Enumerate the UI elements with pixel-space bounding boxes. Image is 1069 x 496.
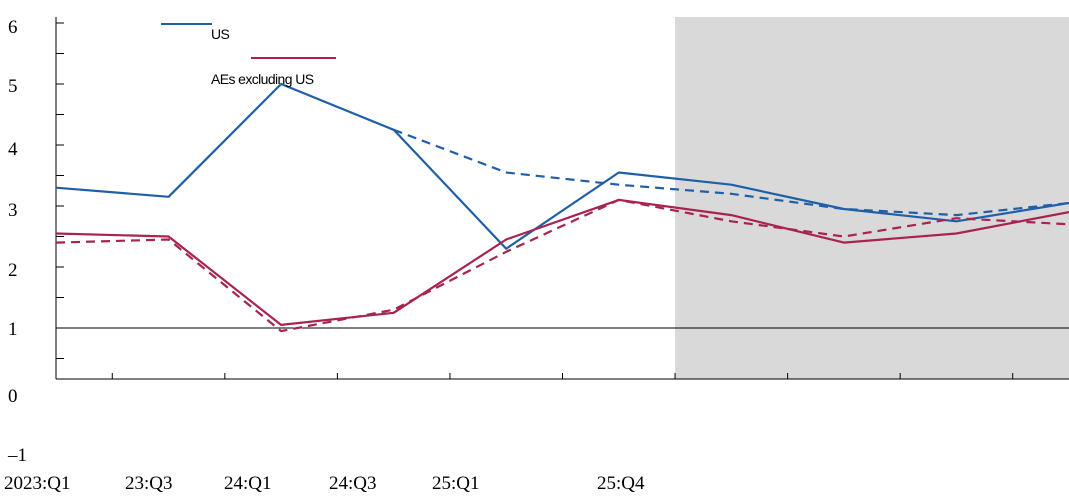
y-tick-label: 4 xyxy=(8,139,18,160)
y-tick-label: –1 xyxy=(7,445,27,466)
us-solid-line xyxy=(55,82,1069,250)
forecast-shaded-region xyxy=(675,17,1069,379)
x-tick-label: 25:Q1 xyxy=(432,473,480,494)
legend-label-aes-excluding-us: AEs excluding US xyxy=(211,71,314,87)
y-tick-label: 5 xyxy=(8,76,18,97)
tick-labels: 6 5 4 3 2 1 0 –1 2023:Q1 23:Q3 24:Q1 24:Q3 25:Q1 25:Q… xyxy=(4,17,645,494)
x-tick-label: 24:Q1 xyxy=(224,473,272,494)
legend: US AEs excluding US xyxy=(161,23,336,87)
y-tick-label: 0 xyxy=(8,386,18,407)
x-tick-label: 23:Q3 xyxy=(125,473,173,494)
us-dashed-line xyxy=(393,128,1069,217)
x-tick-label: 2023:Q1 xyxy=(4,473,71,494)
y-tick-label: 2 xyxy=(8,260,18,281)
forecast-shade-rect xyxy=(675,17,1069,379)
x-tick-label: 25:Q4 xyxy=(597,473,645,494)
y-tick-label: 6 xyxy=(8,17,18,38)
x-tick-label: 24:Q3 xyxy=(329,473,377,494)
aes-excluding-us-dashed-line xyxy=(55,198,1069,333)
aes-excluding-us-solid-line xyxy=(55,198,1069,326)
series-lines xyxy=(55,82,1069,333)
y-tick-label: 1 xyxy=(8,319,18,340)
axes xyxy=(55,17,1069,380)
y-tick-label: 3 xyxy=(8,200,18,221)
legend-label-us: US xyxy=(211,26,230,42)
